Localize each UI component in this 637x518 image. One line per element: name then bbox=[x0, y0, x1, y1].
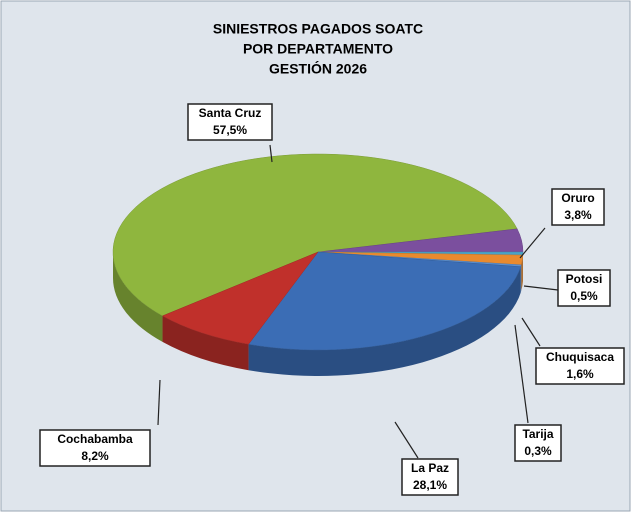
slice-label: Potosi bbox=[566, 272, 603, 286]
slice-label: Santa Cruz bbox=[199, 106, 262, 120]
slice-label: Oruro bbox=[561, 191, 594, 205]
slice-label: Cochabamba bbox=[57, 432, 133, 446]
chart-title: SINIESTROS PAGADOS SOATC bbox=[213, 21, 423, 37]
value-label: 0,3% bbox=[524, 444, 552, 458]
value-label: 0,5% bbox=[570, 289, 598, 303]
slice-label: Chuquisaca bbox=[546, 350, 614, 364]
value-label: 1,6% bbox=[566, 367, 594, 381]
value-label: 8,2% bbox=[81, 449, 109, 463]
value-label: 28,1% bbox=[413, 478, 447, 492]
slice-label: Tarija bbox=[522, 427, 553, 441]
value-label: 3,8% bbox=[564, 208, 592, 222]
chart-title: POR DEPARTAMENTO bbox=[243, 41, 393, 57]
chart-title: GESTIÓN 2026 bbox=[269, 60, 367, 77]
slice-label: La Paz bbox=[411, 461, 449, 475]
slice-side bbox=[521, 265, 522, 293]
value-label: 57,5% bbox=[213, 123, 247, 137]
